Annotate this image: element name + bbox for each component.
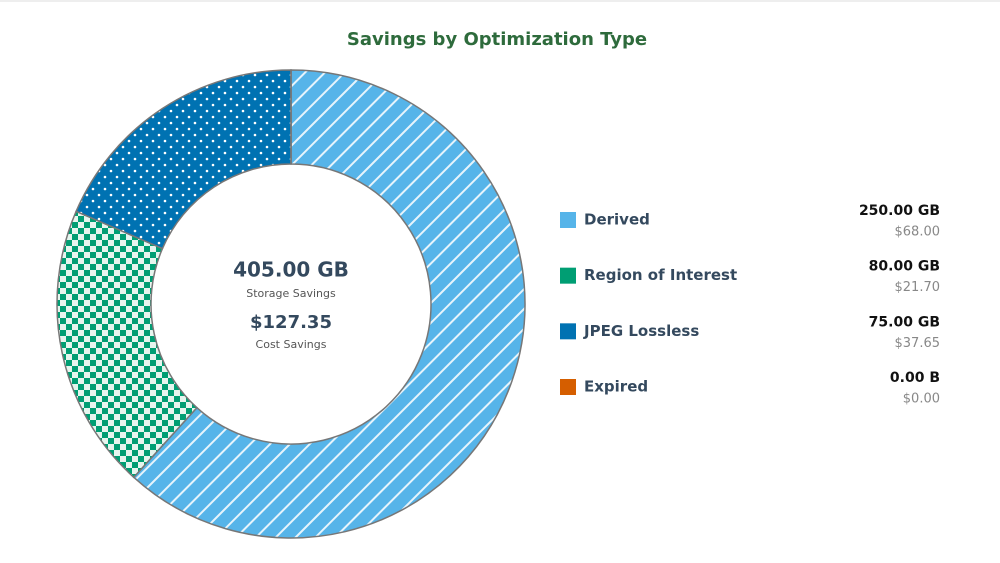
cost-label: $37.65 xyxy=(895,336,941,351)
center-total-label: Storage Savings xyxy=(246,287,336,300)
legend-swatch xyxy=(560,323,576,340)
legend-label: JPEG Lossless xyxy=(583,322,699,340)
legend-swatch xyxy=(560,267,576,284)
value-label: 75.00 GB xyxy=(869,314,940,330)
center-cost-label: Cost Savings xyxy=(256,338,327,351)
donut-slice xyxy=(56,210,198,479)
cost-label: $21.70 xyxy=(895,280,941,295)
chart-title: Savings by Optimization Type xyxy=(347,29,647,50)
legend-label: Expired xyxy=(584,378,648,396)
legend-swatch xyxy=(560,212,576,228)
center-total: 405.00 GB xyxy=(233,258,349,282)
legend-swatch xyxy=(560,379,576,395)
cost-label: $68.00 xyxy=(895,225,941,240)
center-cost: $127.35 xyxy=(250,312,332,333)
donut-slice xyxy=(132,69,526,539)
donut-slice xyxy=(75,69,292,250)
value-label: 0.00 B xyxy=(890,370,940,386)
value-label: 80.00 GB xyxy=(869,259,940,275)
value-label: 250.00 GB xyxy=(859,203,940,219)
legend-label: Region of Interest xyxy=(584,266,737,284)
cost-label: $0.00 xyxy=(903,392,940,407)
legend-label: Derived xyxy=(584,211,650,229)
